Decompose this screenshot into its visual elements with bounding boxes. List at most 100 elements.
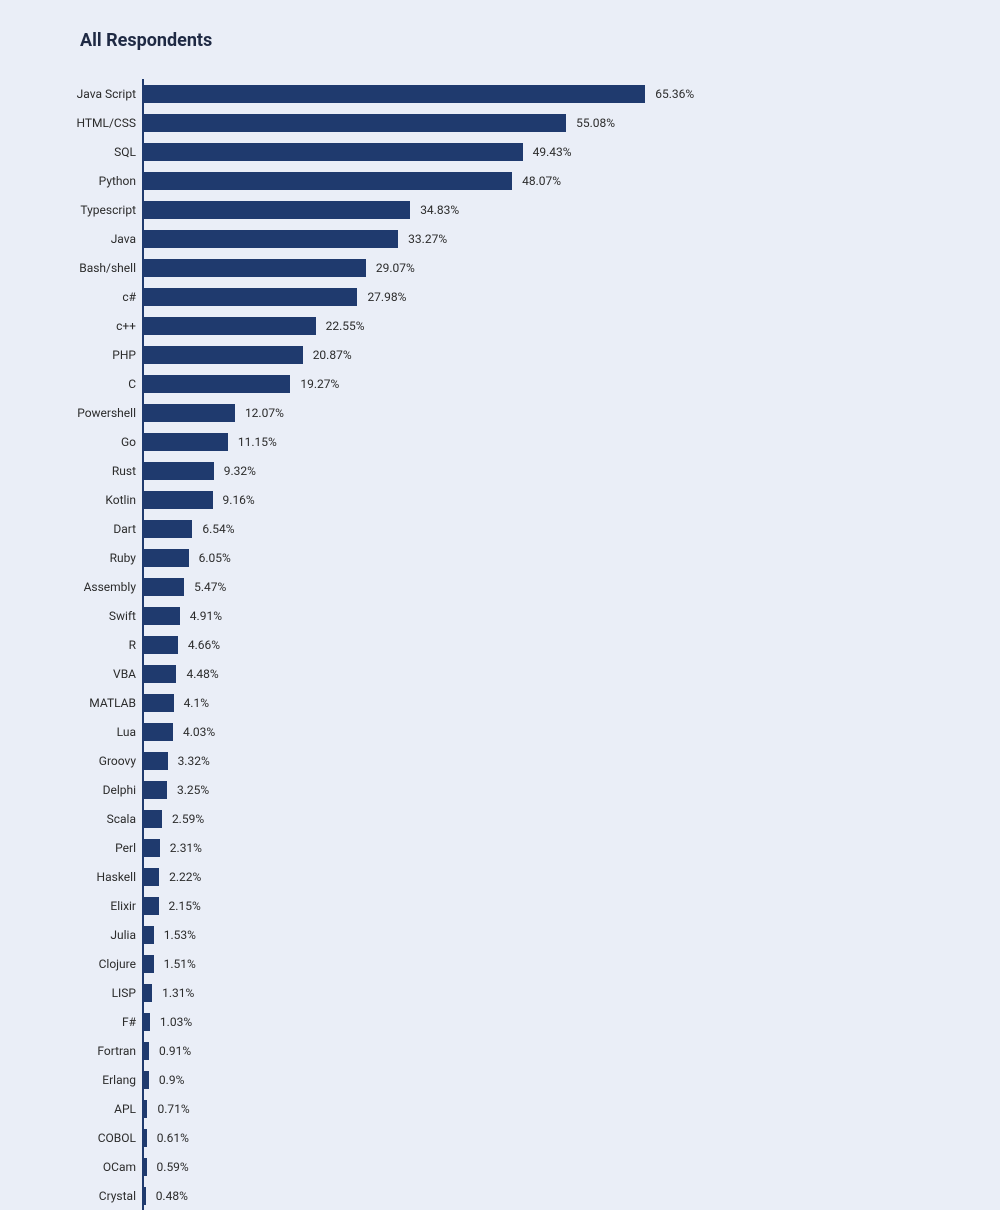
bar-label: Ruby	[50, 551, 142, 565]
bar-fill	[142, 926, 154, 944]
bar-row: PHP20.87%	[50, 340, 950, 369]
bar-value: 20.87%	[303, 348, 352, 362]
bar-label: c#	[50, 290, 142, 304]
bar-value: 4.48%	[176, 667, 218, 681]
bar-track: 12.07%	[142, 398, 950, 427]
bar-row: OCam 0.59%	[50, 1152, 950, 1181]
bar-label: Delphi	[50, 783, 142, 797]
bar-label: Erlang	[50, 1073, 142, 1087]
bar-track: 34.83%	[142, 195, 950, 224]
bar-label: Java Script	[50, 87, 142, 101]
bar-track: 2.15%	[142, 891, 950, 920]
bar-value: 6.54%	[192, 522, 234, 536]
bar-value: 0.71%	[147, 1102, 189, 1116]
bar-label: Scala	[50, 812, 142, 826]
bar-value: 55.08%	[566, 116, 615, 130]
bar-label: Clojure	[50, 957, 142, 971]
bar-value: 4.91%	[180, 609, 222, 623]
bar-fill	[142, 462, 214, 480]
bar-track: 29.07%	[142, 253, 950, 282]
bar-row: LISP1.31%	[50, 978, 950, 1007]
bar-track: 0.61%	[142, 1123, 950, 1152]
bar-row: Julia 1.53%	[50, 920, 950, 949]
bar-track: 27.98%	[142, 282, 950, 311]
bar-row: Java Script65.36%	[50, 79, 950, 108]
bar-row: F#1.03%	[50, 1007, 950, 1036]
bar-row: Powershell12.07%	[50, 398, 950, 427]
bar-label: Elixir	[50, 899, 142, 913]
bar-row: Typescript34.83%	[50, 195, 950, 224]
bar-label: Kotlin	[50, 493, 142, 507]
bar-label: Julia	[50, 928, 142, 942]
bar-fill	[142, 984, 152, 1002]
bar-label: Java	[50, 232, 142, 246]
bar-track: 4.91%	[142, 601, 950, 630]
bar-track: 11.15%	[142, 427, 950, 456]
bar-row: Assembly5.47%	[50, 572, 950, 601]
bar-track: 0.9%	[142, 1065, 950, 1094]
bar-row: Scala 2.59%	[50, 804, 950, 833]
bar-label: Bash/shell	[50, 261, 142, 275]
bar-fill	[142, 520, 192, 538]
bar-value: 4.03%	[173, 725, 215, 739]
bar-track: 9.16%	[142, 485, 950, 514]
bar-track: 20.87%	[142, 340, 950, 369]
bar-value: 9.16%	[213, 493, 255, 507]
bar-label: APL	[50, 1102, 142, 1116]
bar-value: 0.59%	[147, 1160, 189, 1174]
bar-value: 19.27%	[290, 377, 339, 391]
bar-fill	[142, 665, 176, 683]
bar-row: HTML/CSS55.08%	[50, 108, 950, 137]
bar-fill	[142, 607, 180, 625]
bar-value: 2.15%	[159, 899, 201, 913]
bar-fill	[142, 636, 178, 654]
bar-row: Go11.15%	[50, 427, 950, 456]
bars-wrapper: Java Script65.36%HTML/CSS55.08%SQL49.43%…	[50, 79, 950, 1210]
bar-track: 33.27%	[142, 224, 950, 253]
bar-label: LISP	[50, 986, 142, 1000]
bar-fill	[142, 172, 512, 190]
bar-value: 2.22%	[159, 870, 201, 884]
bar-fill	[142, 201, 410, 219]
bar-value: 12.07%	[235, 406, 284, 420]
bar-row: COBOL0.61%	[50, 1123, 950, 1152]
bar-row: Clojure1.51%	[50, 949, 950, 978]
bar-track: 55.08%	[142, 108, 950, 137]
bar-track: 4.03%	[142, 717, 950, 746]
bar-label: Fortran	[50, 1044, 142, 1058]
bar-row: Java 33.27%	[50, 224, 950, 253]
bar-value: 27.98%	[357, 290, 406, 304]
bar-value: 1.53%	[154, 928, 196, 942]
bar-fill	[142, 404, 235, 422]
bar-value: 0.91%	[149, 1044, 191, 1058]
bar-fill	[142, 897, 159, 915]
bar-label: OCam	[50, 1160, 142, 1174]
bar-row: Erlang0.9%	[50, 1065, 950, 1094]
bar-track: 0.48%	[142, 1181, 950, 1210]
bar-fill	[142, 346, 303, 364]
bar-label: F#	[50, 1015, 142, 1029]
bar-row: VBA4.48%	[50, 659, 950, 688]
bar-row: Bash/shell29.07%	[50, 253, 950, 282]
bar-label: Python	[50, 174, 142, 188]
bar-value: 2.59%	[162, 812, 204, 826]
bar-row: Delphi3.25%	[50, 775, 950, 804]
bar-row: Elixir 2.15%	[50, 891, 950, 920]
bar-value: 22.55%	[316, 319, 365, 333]
bar-row: SQL49.43%	[50, 137, 950, 166]
bar-track: 6.54%	[142, 514, 950, 543]
bar-row: c++22.55%	[50, 311, 950, 340]
bar-row: Crystal0.48%	[50, 1181, 950, 1210]
bar-fill	[142, 1042, 149, 1060]
bar-track: 4.66%	[142, 630, 950, 659]
bar-track: 49.43%	[142, 137, 950, 166]
bar-fill	[142, 433, 228, 451]
bar-label: COBOL	[50, 1131, 142, 1145]
bar-value: 33.27%	[398, 232, 447, 246]
bar-label: C	[50, 377, 142, 391]
bar-track: 2.31%	[142, 833, 950, 862]
bar-row: c# 27.98%	[50, 282, 950, 311]
bar-row: Groovy3.32%	[50, 746, 950, 775]
chart-container: Java Script65.36%HTML/CSS55.08%SQL49.43%…	[50, 79, 950, 1210]
chart-title: All Respondents	[80, 30, 950, 51]
